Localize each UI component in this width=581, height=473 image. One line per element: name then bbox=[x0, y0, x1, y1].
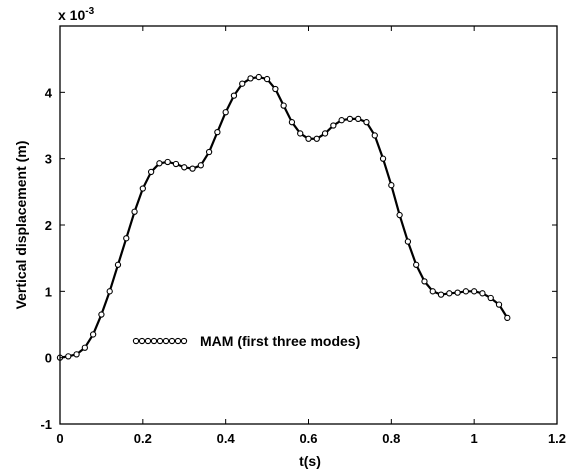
legend-marker bbox=[174, 337, 182, 345]
data-point bbox=[272, 85, 279, 93]
data-point bbox=[371, 132, 378, 139]
x-tick-label: 0 bbox=[56, 431, 63, 446]
data-point bbox=[214, 128, 221, 136]
data-point bbox=[247, 75, 254, 82]
data-point bbox=[280, 102, 287, 109]
data-point bbox=[379, 155, 387, 162]
legend-marker bbox=[168, 337, 176, 345]
data-point bbox=[330, 122, 337, 129]
data-point bbox=[73, 351, 80, 358]
data-point bbox=[404, 238, 412, 245]
data-point bbox=[338, 117, 345, 124]
data-point bbox=[189, 165, 196, 172]
data-point bbox=[164, 158, 171, 166]
data-point bbox=[437, 291, 445, 298]
data-point bbox=[65, 353, 72, 360]
data-point bbox=[429, 288, 436, 295]
y-multiplier: x 10-3 bbox=[58, 6, 95, 23]
data-point bbox=[147, 168, 155, 176]
data-point bbox=[313, 135, 320, 142]
data-point bbox=[263, 75, 271, 83]
x-tick-label: 1 bbox=[471, 431, 478, 446]
data-point bbox=[106, 288, 113, 295]
x-tick-label: 1.2 bbox=[548, 431, 566, 446]
legend-marker bbox=[150, 337, 158, 345]
legend-markers bbox=[132, 337, 188, 345]
data-point bbox=[288, 119, 296, 126]
data-point bbox=[421, 278, 428, 285]
data-point bbox=[495, 301, 503, 308]
data-point bbox=[504, 314, 511, 322]
y-tick-label: 1 bbox=[45, 284, 52, 299]
y-multiplier-base: x 10 bbox=[58, 7, 85, 23]
data-point bbox=[98, 311, 105, 318]
legend-marker bbox=[180, 337, 188, 345]
legend-marker bbox=[144, 337, 152, 345]
y-tick-label: 0 bbox=[45, 351, 52, 366]
data-point bbox=[222, 109, 229, 116]
y-axis-label: Vertical displacement (m) bbox=[13, 141, 29, 310]
plot-area bbox=[60, 26, 557, 424]
data-point bbox=[255, 73, 262, 81]
data-point bbox=[413, 261, 420, 268]
data-point bbox=[197, 162, 204, 169]
y-tick-label: 4 bbox=[45, 85, 53, 100]
data-point bbox=[172, 160, 180, 168]
data-point bbox=[346, 115, 354, 123]
ticks-layer: 0 0.2 0.4 0.6 0.8 1 1.2 -1 0 1 2 3 4 bbox=[40, 26, 566, 446]
data-point bbox=[321, 130, 329, 137]
x-tick-label: 0.4 bbox=[217, 431, 236, 446]
plot-layer bbox=[60, 26, 557, 424]
data-point bbox=[388, 182, 395, 189]
legend-label: MAM (first three modes) bbox=[200, 333, 360, 349]
data-point bbox=[355, 115, 362, 123]
data-point bbox=[114, 261, 122, 268]
data-point bbox=[297, 130, 304, 137]
data-point bbox=[239, 80, 246, 87]
x-tick-label: 0.8 bbox=[382, 431, 400, 446]
data-point bbox=[454, 289, 461, 296]
data-point bbox=[471, 288, 478, 295]
data-point bbox=[487, 294, 494, 302]
series-layer bbox=[56, 73, 511, 361]
x-axis-label: t(s) bbox=[299, 453, 321, 469]
data-point bbox=[363, 119, 370, 126]
legend-marker bbox=[156, 337, 164, 345]
data-point bbox=[446, 290, 453, 297]
y-tick-label: -1 bbox=[40, 417, 52, 432]
data-point bbox=[156, 160, 163, 167]
legend-marker bbox=[132, 337, 140, 345]
data-point bbox=[305, 135, 312, 142]
data-point bbox=[181, 164, 188, 171]
data-point bbox=[89, 331, 97, 338]
data-point bbox=[462, 288, 470, 295]
x-tick-label: 0.2 bbox=[134, 431, 152, 446]
data-point bbox=[205, 148, 213, 156]
y-multiplier-exponent: -3 bbox=[85, 6, 94, 17]
y-tick-label: 3 bbox=[45, 152, 52, 167]
data-point bbox=[123, 235, 130, 242]
legend: MAM (first three modes) bbox=[132, 333, 360, 349]
data-point bbox=[230, 92, 238, 99]
data-point bbox=[131, 208, 138, 215]
data-point bbox=[479, 290, 486, 297]
y-tick-label: 2 bbox=[45, 218, 52, 233]
legend-marker bbox=[138, 337, 146, 345]
legend-marker bbox=[162, 337, 170, 345]
data-point bbox=[81, 344, 88, 351]
x-tick-label: 0.6 bbox=[299, 431, 317, 446]
data-point bbox=[396, 211, 403, 219]
data-point bbox=[139, 185, 146, 192]
